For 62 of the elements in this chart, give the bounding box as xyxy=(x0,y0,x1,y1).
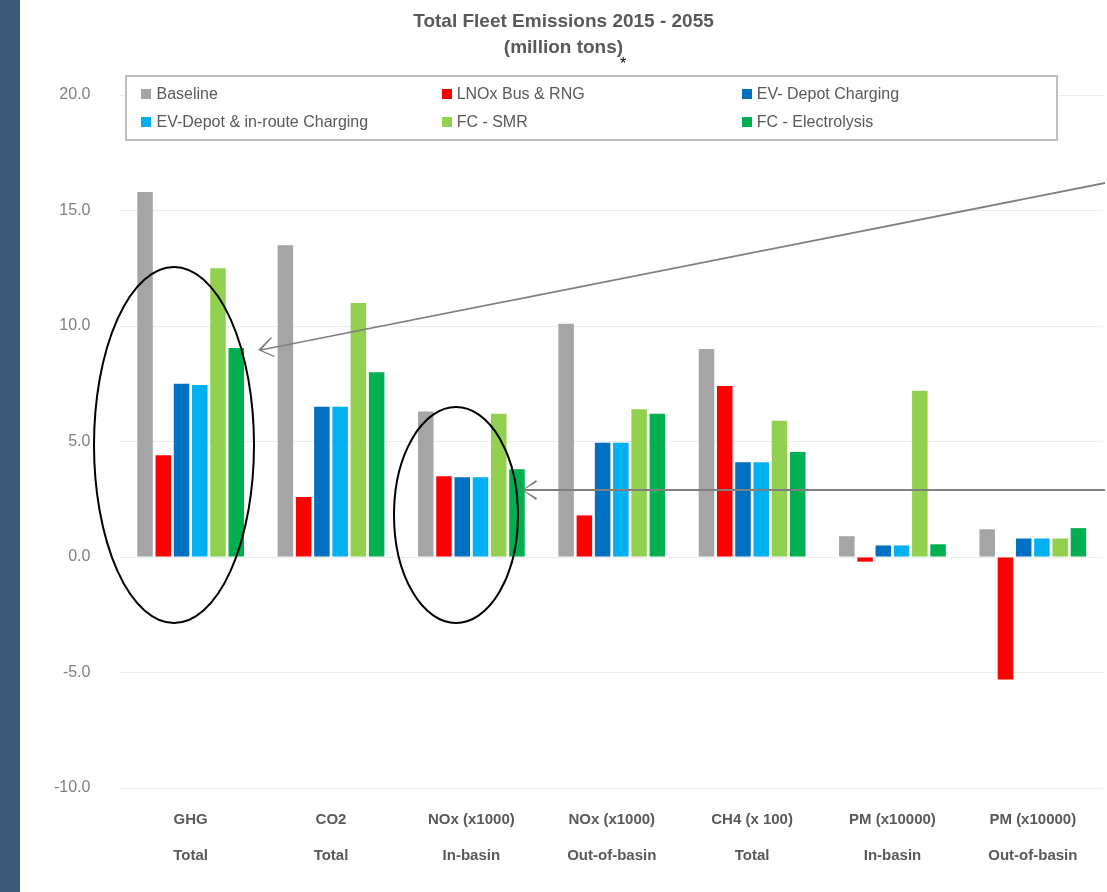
bar xyxy=(558,323,574,557)
legend-label: FC - SMR xyxy=(455,113,529,131)
bar xyxy=(997,557,1014,680)
bar xyxy=(716,386,733,557)
bar xyxy=(789,451,806,557)
bar xyxy=(613,442,629,557)
bar xyxy=(576,515,593,557)
bar xyxy=(332,406,348,557)
bar xyxy=(418,411,434,557)
bar xyxy=(735,462,751,557)
bar xyxy=(631,409,647,557)
bar xyxy=(1015,538,1032,557)
bar xyxy=(594,442,611,557)
bar xyxy=(1070,528,1087,557)
y-tick-label: 10.0 xyxy=(59,316,91,334)
category-label: NOx (x1000) In-basin xyxy=(428,810,515,864)
y-tick-label: 15.0 xyxy=(59,200,91,218)
bar xyxy=(753,462,769,557)
y-tick-label: 0.0 xyxy=(68,547,91,565)
legend-label: Baseline xyxy=(155,85,219,103)
legend-label: LNOx Bus & RNG xyxy=(455,85,586,103)
bar xyxy=(173,383,190,557)
legend-label: EV- Depot Charging xyxy=(755,85,901,103)
bar xyxy=(295,496,312,557)
bar xyxy=(350,302,367,557)
y-tick-label: 5.0 xyxy=(68,431,91,449)
bar xyxy=(454,477,470,557)
bar xyxy=(839,536,855,557)
category-label: CH4 (x 100) Total xyxy=(711,810,793,864)
category-label: PM (x10000) In-basin xyxy=(849,810,936,864)
legend-label: EV-Depot & in-route Charging xyxy=(155,113,370,131)
y-tick-label: -5.0 xyxy=(62,662,91,680)
bar xyxy=(930,544,946,557)
bar xyxy=(192,384,208,557)
bar xyxy=(210,268,226,557)
bar xyxy=(277,245,294,557)
bar xyxy=(698,349,715,557)
bar xyxy=(490,413,507,557)
bar xyxy=(228,347,245,557)
bar xyxy=(368,372,385,557)
legend-label: FC - Electrolysis xyxy=(755,113,875,131)
category-label: CO2 Total xyxy=(313,810,349,864)
category-label: PM (x10000) Out-of-basin xyxy=(988,810,1078,864)
category-label: NOx (x1000) Out-of-basin xyxy=(567,810,657,864)
bar xyxy=(875,545,892,557)
bar xyxy=(857,557,873,562)
bar xyxy=(472,477,489,557)
bar xyxy=(1034,538,1050,557)
bar xyxy=(979,529,995,557)
bar xyxy=(649,413,666,557)
y-tick-label: -10.0 xyxy=(54,778,91,796)
bar xyxy=(1052,538,1068,557)
category-label: GHG Total xyxy=(173,810,209,864)
y-tick-label: 20.0 xyxy=(59,85,91,103)
bar xyxy=(771,420,788,557)
bar xyxy=(893,545,910,557)
chart-title: Total Fleet Emissions 2015 - 2055 xyxy=(412,9,715,33)
bar xyxy=(155,455,172,557)
bar xyxy=(137,192,153,557)
bar xyxy=(314,406,330,557)
bar xyxy=(436,476,452,557)
bar xyxy=(912,390,928,557)
